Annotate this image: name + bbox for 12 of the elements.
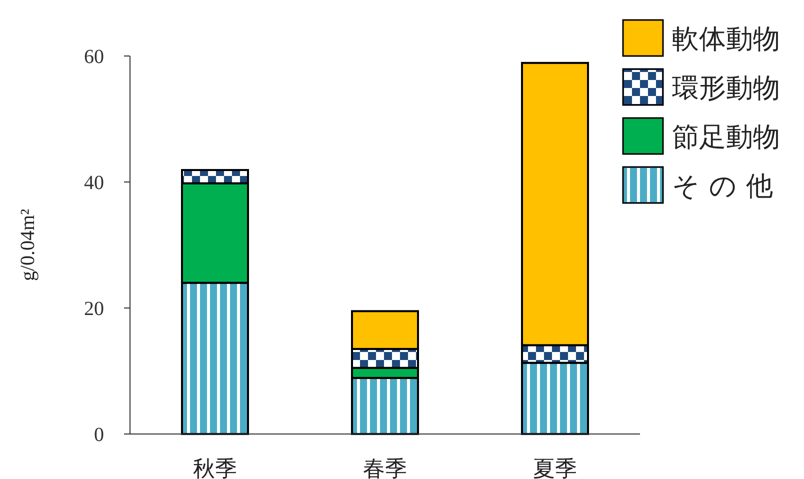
legend-label: 環形動物 xyxy=(672,73,780,103)
legend-label: 軟体動物 xyxy=(672,24,780,54)
x-tick-label: 夏季 xyxy=(533,456,577,479)
y-tick-label: 60 xyxy=(84,46,104,68)
y-tick-label: 20 xyxy=(84,298,104,320)
y-tick-label: 40 xyxy=(84,172,104,194)
legend-label: 節足動物 xyxy=(672,122,780,152)
y-tick-label: 0 xyxy=(94,424,104,446)
x-tick-label: 春季 xyxy=(363,456,407,479)
legend-label: その他 xyxy=(672,171,782,201)
y-axis-title: g/0.04m² xyxy=(17,208,39,282)
x-tick-label: 秋季 xyxy=(193,456,237,479)
